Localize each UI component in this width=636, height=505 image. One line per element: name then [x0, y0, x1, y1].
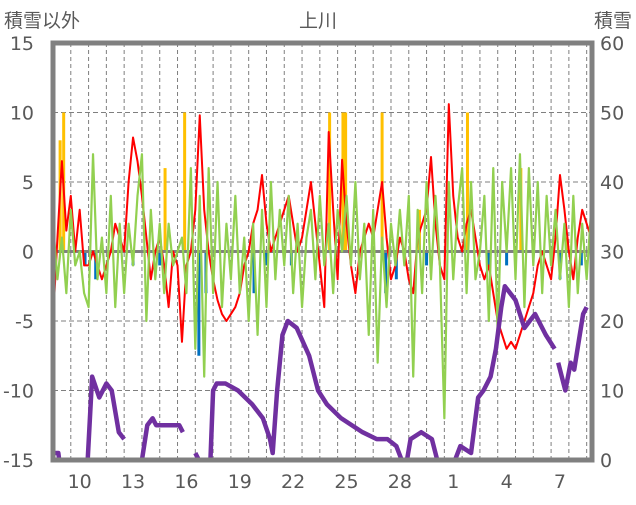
- x-tick-label: 1: [447, 471, 459, 493]
- x-tick-label: 4: [501, 471, 513, 493]
- y-axis-title: 積雪以外: [4, 10, 80, 32]
- x-tick-label: 10: [68, 471, 92, 493]
- snow-depth: [193, 284, 557, 463]
- y2-axis-title: 積雪: [594, 10, 632, 32]
- blue-bar: [94, 251, 98, 280]
- x-tick-label: 13: [121, 471, 145, 493]
- blue-bar: [83, 251, 87, 266]
- snow-depth: [53, 374, 126, 463]
- y-tick-label: -5: [15, 311, 34, 333]
- y-tick-label: 10: [10, 103, 34, 125]
- orange-bar: [565, 237, 569, 252]
- snow-depth: [556, 306, 589, 393]
- y2-tick-label: 10: [600, 381, 624, 403]
- y-tick-label: 0: [22, 242, 34, 264]
- blue-bar: [384, 251, 388, 294]
- y2-tick-label: 30: [600, 242, 624, 264]
- plot-frame: [50, 40, 595, 463]
- y2-tick-label: 60: [600, 33, 624, 55]
- blue-bar: [197, 251, 201, 356]
- y-tick-label: -15: [3, 450, 34, 472]
- green-line: [51, 153, 593, 420]
- x-tick-label: 22: [281, 471, 305, 493]
- orange-bar: [344, 112, 348, 252]
- chart-title: 上川: [299, 10, 337, 32]
- y2-tick-label: 20: [600, 311, 624, 333]
- snow-depth: [129, 416, 185, 463]
- orange-bar: [328, 112, 332, 252]
- blue-bar: [505, 251, 509, 266]
- y-tick-label: 15: [10, 33, 34, 55]
- y2-tick-label: 0: [600, 450, 612, 472]
- blue-bar: [425, 251, 429, 266]
- orange-bar: [163, 168, 167, 252]
- x-tick-label: 28: [388, 471, 412, 493]
- orange-bar: [465, 112, 469, 252]
- y-tick-label: -10: [3, 381, 34, 403]
- blue-bar: [579, 251, 583, 266]
- y-tick-label: 5: [22, 172, 34, 194]
- blue-bar: [264, 251, 268, 266]
- y2-tick-label: 50: [600, 103, 624, 125]
- blue-bar: [158, 251, 162, 266]
- x-tick-label: 7: [554, 471, 566, 493]
- x-tick-label: 19: [228, 471, 252, 493]
- orange-bar: [183, 112, 187, 252]
- blue-bar: [487, 251, 491, 266]
- x-tick-label: 16: [174, 471, 198, 493]
- x-tick-label: 25: [334, 471, 358, 493]
- y2-tick-label: 40: [600, 172, 624, 194]
